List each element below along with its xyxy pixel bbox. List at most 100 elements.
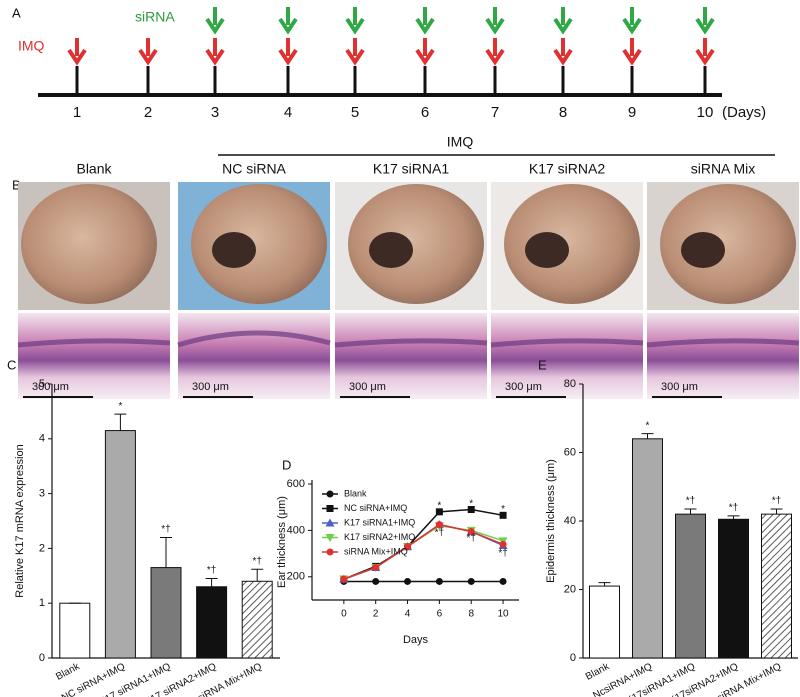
ear-canal (525, 232, 569, 268)
bar (196, 586, 228, 659)
error-bar (114, 413, 127, 431)
ear (348, 184, 484, 304)
error-bar (598, 582, 611, 587)
y-tick-label: 0 (39, 652, 45, 664)
arrow-head (485, 17, 505, 35)
bar (761, 513, 792, 659)
bar (589, 585, 620, 659)
ear (504, 184, 640, 304)
arrow-head (695, 17, 715, 35)
panel-label: B (12, 177, 21, 192)
y-tick-label: 20 (564, 583, 576, 595)
x-tick-label: 6 (437, 609, 443, 620)
sirna-label: siRNA (135, 9, 175, 25)
histology-layer (334, 338, 488, 348)
error-bar (160, 536, 172, 568)
bar (59, 602, 91, 659)
legend-label: K17 siRNA2+IMQ (344, 532, 415, 542)
bar (675, 513, 706, 659)
bar (150, 567, 182, 659)
x-tick-label: Blank (54, 661, 82, 683)
day-unit: (Days) (722, 104, 766, 121)
x-tick-label: Blank (584, 661, 612, 683)
arrow-head (278, 48, 298, 66)
annotation: *† (467, 533, 476, 544)
axis-title: Epidermis thickness (μm) (545, 459, 557, 583)
annotation: *† (207, 565, 216, 576)
marker (326, 490, 334, 498)
annotation: *† (498, 548, 507, 559)
histology (18, 313, 170, 399)
arrow-head (485, 48, 505, 66)
arrow-head (695, 48, 715, 66)
legend-label: Blank (344, 488, 367, 498)
scale-label: 300 μm (349, 381, 386, 393)
y-tick-label: 2 (39, 542, 45, 554)
arrow-head (278, 17, 298, 35)
annotation: *† (435, 527, 444, 538)
scale-label: 300 μm (192, 381, 229, 393)
y-tick-label: 200 (287, 571, 305, 583)
y-tick-label: 40 (564, 515, 576, 527)
marker (372, 577, 380, 585)
ear-canal (369, 232, 413, 268)
y-tick-label: 400 (287, 524, 305, 536)
arrow-head (345, 17, 365, 35)
marker (499, 511, 507, 519)
panel-label: A (12, 5, 21, 20)
annotation: *† (686, 496, 695, 507)
histology-layer (646, 338, 800, 348)
arrow-head (415, 48, 435, 66)
marker (325, 534, 335, 542)
panel-label: D (282, 457, 291, 472)
axis-title: Ear thickness (μm) (276, 496, 288, 588)
marker (404, 577, 412, 585)
ear (660, 184, 796, 304)
x-tick-label: 10 (498, 609, 510, 620)
y-tick-label: 600 (287, 478, 305, 490)
arrow-head (205, 48, 225, 66)
histology (178, 313, 330, 399)
bar (718, 518, 749, 659)
arrow-head (553, 17, 573, 35)
ear-canal (681, 232, 725, 268)
column-label: NC siRNA (222, 161, 286, 177)
bar (632, 438, 663, 659)
histology-layer (177, 330, 331, 348)
y-tick-label: 4 (39, 433, 45, 445)
arrow-head (205, 17, 225, 35)
day-label: 8 (559, 104, 567, 121)
x-tick-label: 4 (405, 609, 411, 620)
day-label: 4 (284, 104, 292, 121)
scale-label: 300 μm (32, 381, 69, 393)
histology (647, 313, 799, 399)
annotation: *† (252, 556, 261, 567)
annotation: * (118, 401, 122, 412)
x-tick-label: 0 (341, 609, 347, 620)
y-tick-label: 3 (39, 488, 45, 500)
error-bar (205, 578, 218, 587)
marker (499, 577, 507, 585)
panel-label: E (538, 357, 547, 372)
marker (499, 540, 507, 548)
histology-layer (490, 338, 644, 348)
annotation: *† (161, 524, 170, 535)
arrow-head (138, 48, 158, 66)
annotation: * (501, 504, 505, 515)
x-tick-label: 2 (373, 609, 379, 620)
histology (491, 313, 643, 399)
group-label: IMQ (447, 134, 474, 150)
annotation: *† (772, 496, 781, 507)
marker (325, 518, 335, 527)
column-label: K17 siRNA2 (529, 161, 605, 177)
panel-label: C (7, 357, 16, 372)
annotation: * (469, 498, 473, 509)
day-label: 10 (697, 104, 714, 121)
y-tick-label: 5 (39, 378, 45, 390)
annotation: *† (729, 503, 738, 514)
arrow-head (553, 48, 573, 66)
arrow-head (67, 48, 87, 66)
marker (435, 521, 443, 529)
